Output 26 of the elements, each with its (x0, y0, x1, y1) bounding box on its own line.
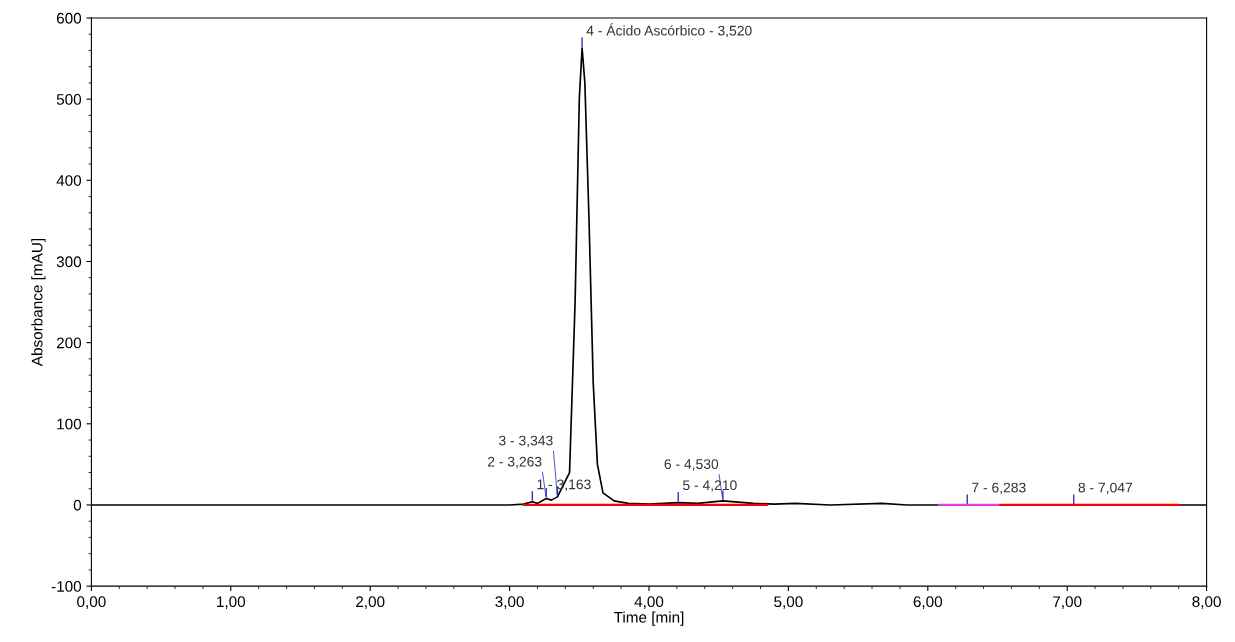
x-tick-label: 3,00 (495, 596, 524, 609)
annotation: 5 - 4,210 (682, 480, 737, 492)
y-tick-label: 400 (56, 175, 82, 186)
x-tick-label: 2,00 (356, 596, 385, 609)
x-tick-label: 5,00 (774, 596, 803, 609)
x-tick-label: 0,00 (77, 596, 106, 609)
y-tick-label: -100 (51, 581, 82, 592)
y-tick-label: 600 (56, 12, 82, 24)
x-axis-title: Time [min] (613, 611, 684, 626)
annotation: 2 - 3,263 (487, 456, 542, 469)
x-tick-label: 4,00 (634, 596, 664, 609)
x-tick-label: 6,00 (913, 596, 943, 609)
annotation: 6 - 4,530 (664, 459, 719, 471)
y-tick-label: 100 (57, 418, 82, 430)
y-tick-label: 300 (56, 256, 82, 268)
y-tick-label: 0 (73, 499, 82, 511)
y-tick-label: 200 (56, 337, 82, 349)
x-tick-label: 1,00 (217, 596, 246, 609)
annotation: 7 - 6,283 (972, 482, 1026, 495)
annotation: 3 - 3,343 (498, 435, 553, 448)
x-tick-label: 8,00 (1192, 596, 1221, 609)
annotation: 4 - Ácido Ascórbico - 3,520 (586, 23, 752, 38)
x-tick-label: 7,00 (1053, 596, 1082, 609)
y-axis-title: Absorbance [mAU] (31, 239, 46, 367)
y-tick-label: 500 (56, 94, 82, 105)
annotation: 8 - 7,047 (1078, 482, 1133, 495)
